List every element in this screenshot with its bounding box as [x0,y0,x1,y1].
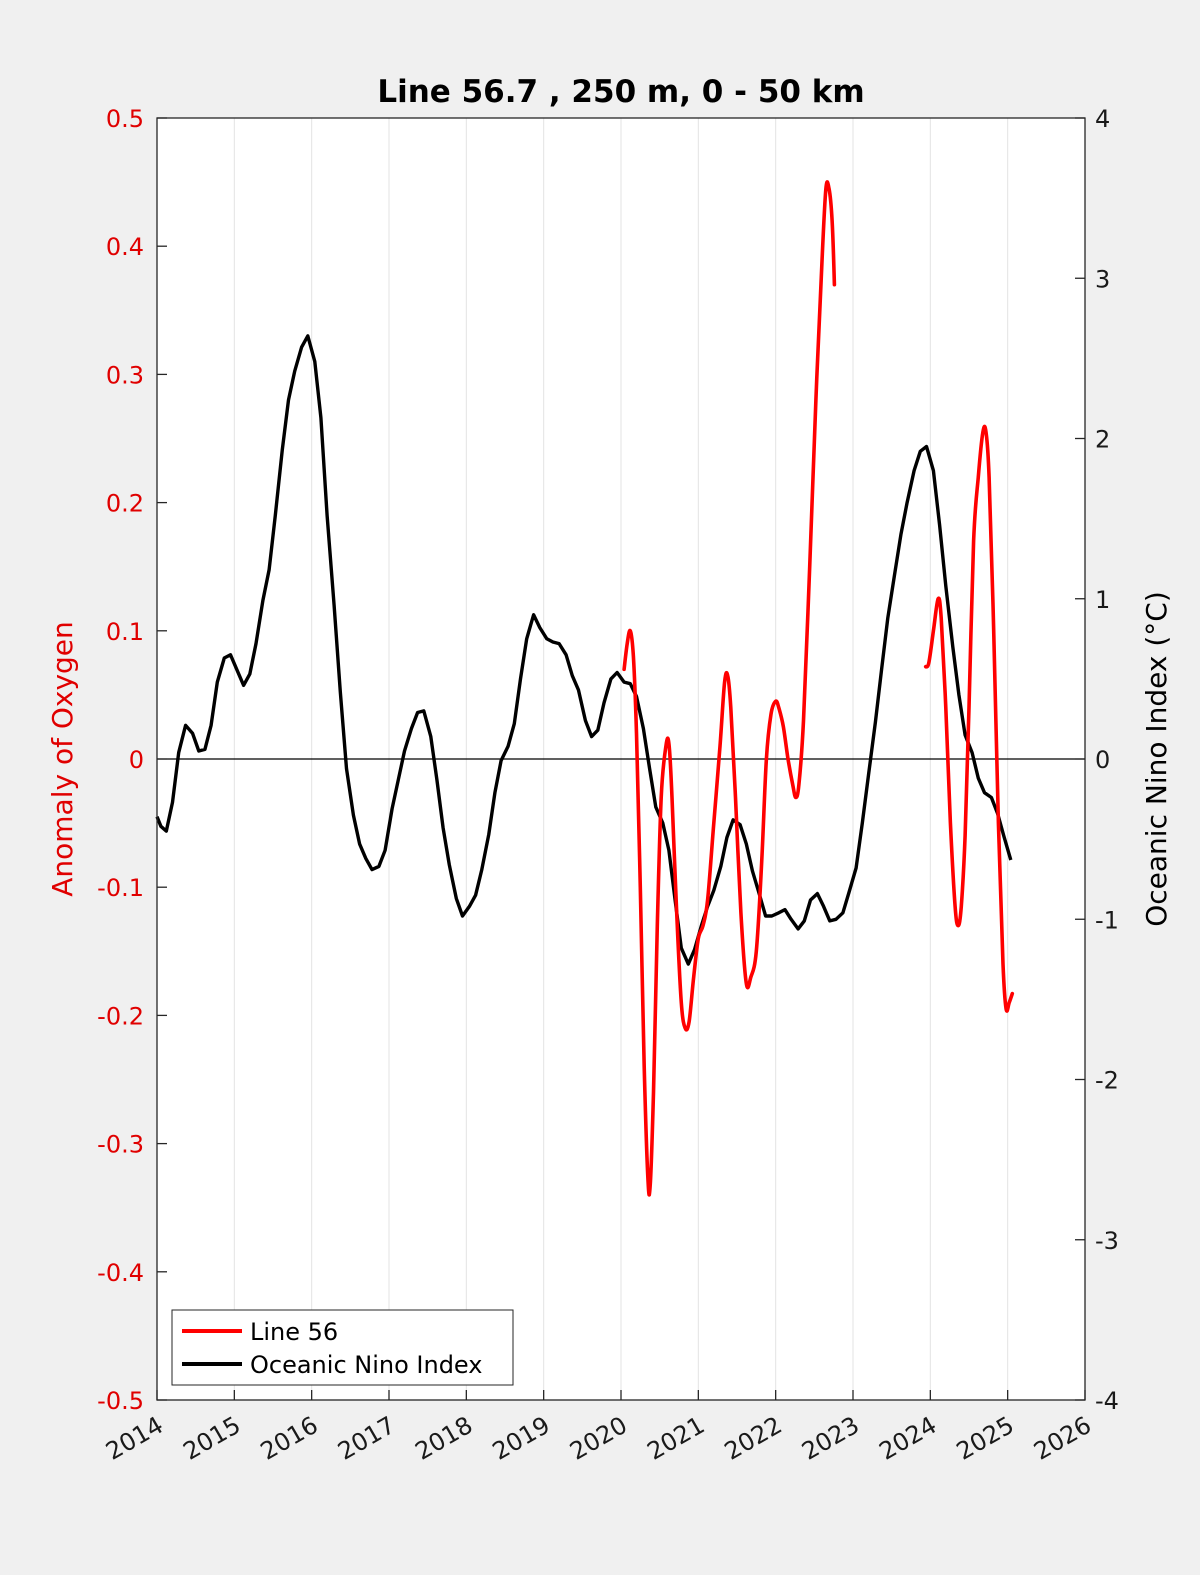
legend-label-line-56: Line 56 [250,1318,338,1346]
y-axis-left-label: Anomaly of Oxygen [46,621,79,897]
x-tick-label: 2023 [797,1411,864,1466]
y-right-tick-label: 2 [1095,426,1110,454]
x-tick-label: 2016 [256,1411,323,1466]
y-right-tick-label: 3 [1095,265,1110,293]
y-left-tick-label: -0.5 [97,1387,144,1415]
y-right-tick-label: -2 [1095,1067,1119,1095]
y-left-tick-label: 0.4 [106,233,144,261]
y-left-tick-label: 0.3 [106,361,144,389]
x-tick-label: 2014 [101,1411,168,1466]
series-group [155,180,1015,1197]
x-tick-label: 2021 [642,1411,709,1466]
legend-label-oni: Oceanic Nino Index [250,1351,482,1379]
y-left-tick-label: 0.5 [106,105,144,133]
x-tick-label: 2017 [333,1411,400,1466]
series-line-line-56-segment-1 [622,180,837,1197]
y-right-tick-label: 0 [1095,746,1110,774]
legend[interactable]: Line 56 Oceanic Nino Index [171,1309,514,1386]
y-right-tick-label: -4 [1095,1387,1119,1415]
y-left-tick-label: -0.3 [97,1131,144,1159]
y-left-tick-label: -0.1 [97,874,144,902]
x-tick-label: 2022 [720,1411,787,1466]
x-tick-label: 2020 [565,1411,632,1466]
y-left-tick-label: 0 [129,746,144,774]
y-left-tick-label: -0.4 [97,1259,144,1287]
y-left-tick-label: 0.2 [106,490,144,518]
y-left-tick-label: -0.2 [97,1002,144,1030]
y-right-tick-label: 1 [1095,586,1110,614]
y-left-tick-label: 0.1 [106,618,144,646]
x-tick-label: 2015 [178,1411,245,1466]
x-tick-label: 2018 [410,1411,477,1466]
series-line-line-56-segment-2 [923,424,1015,1013]
y-right-tick-label: 4 [1095,105,1110,133]
x-tick-label: 2026 [1029,1411,1096,1466]
series-line-oni [155,334,1013,966]
legend-box [171,1309,514,1386]
y-axis-right-label: Oceanic Nino Index (°C) [1140,591,1173,927]
x-tick-label: 2025 [952,1411,1019,1466]
y-right-tick-label: -3 [1095,1227,1119,1255]
chart-title: Line 56.7 , 250 m, 0 - 50 km [377,74,864,110]
y-right-tick-label: -1 [1095,906,1119,934]
x-tick-label: 2024 [874,1411,941,1466]
x-tick-label: 2019 [488,1411,555,1466]
